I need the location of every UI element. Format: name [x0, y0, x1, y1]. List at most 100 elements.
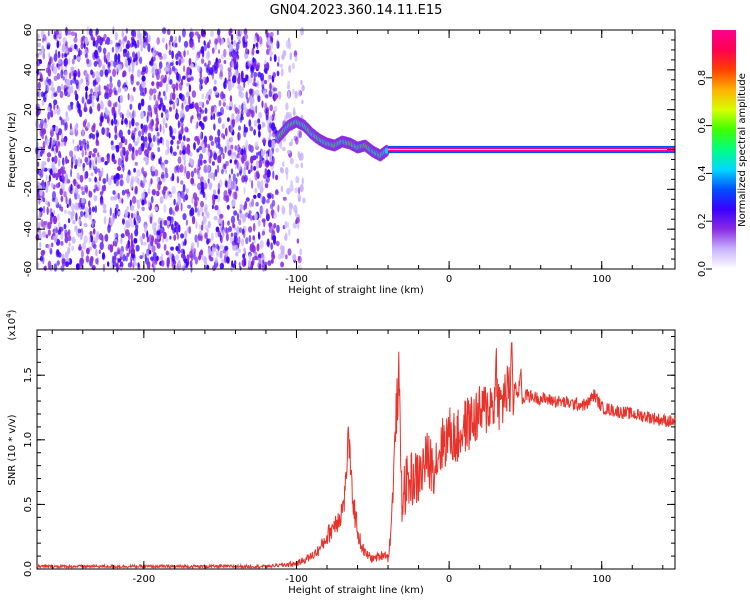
spectrogram-noise-cell: [200, 122, 205, 130]
spectrogram-noise-cell: [189, 152, 193, 157]
spectrogram-noise-cell: [94, 176, 97, 183]
spectrogram-noise-cell: [185, 219, 188, 226]
spectrogram-noise-cell: [217, 34, 221, 44]
spectrogram-noise-cell: [173, 86, 176, 94]
spectrogram-noise-cell: [177, 249, 181, 254]
spectrogram-noise-cell: [137, 214, 141, 223]
spectrogram-noise-cell: [205, 257, 208, 265]
spectrogram-noise-cell: [229, 50, 232, 57]
spectrogram-noise-cell: [188, 84, 192, 93]
spectrogram-noise-cell: [190, 242, 195, 250]
spectrogram-noise-cell: [216, 136, 220, 142]
spectrogram-noise-cell: [160, 260, 165, 267]
spectrogram-noise-cell: [135, 122, 140, 127]
spectrogram-noise-cell: [114, 125, 118, 134]
spectrogram-noise-cell: [191, 215, 196, 225]
spectrogram-noise-cell: [253, 129, 256, 136]
spectrogram-noise-cell: [237, 125, 242, 131]
spectrogram-noise-cell: [75, 122, 78, 132]
spectrogram-noise-cell: [220, 54, 224, 60]
spectrogram-noise-cell: [68, 197, 72, 207]
spectrogram-noise-cell: [246, 165, 249, 170]
y-tick-label: 1.0: [23, 432, 34, 448]
spectrogram-noise-cell: [279, 140, 283, 149]
spectrogram-noise-cell: [99, 242, 104, 250]
spectrogram-noise-cell: [230, 144, 234, 150]
spectrogram-noise-cell: [168, 49, 172, 56]
spectrogram-noise-cell: [126, 206, 129, 211]
spectrogram-noise-cell: [74, 32, 77, 39]
spectrogram-noise-cell: [128, 143, 133, 152]
spectrogram-noise-cell: [121, 30, 125, 38]
spectrogram-noise-cell: [220, 91, 225, 100]
spectrogram-noise-cell: [125, 28, 129, 34]
x-tick-label: 100: [592, 274, 611, 285]
spectrogram-noise-cell: [230, 215, 236, 224]
spectrogram-noise-cell: [94, 49, 98, 59]
spectrogram-noise-cell: [64, 177, 68, 185]
spectrogram-noise-cell: [42, 197, 46, 203]
spectrogram-noise-cell: [225, 169, 227, 174]
spectrogram-noise-cell: [167, 146, 170, 154]
spectrogram-noise-cell: [129, 43, 133, 48]
spectrogram-noise-cell: [216, 61, 220, 69]
spectrogram-noise-cell: [299, 184, 304, 193]
spectrogram-noise-cell: [199, 207, 204, 213]
spectrogram-noise-cell: [135, 244, 140, 252]
spectrogram-noise-cell: [196, 111, 199, 118]
y-tick-label: -40: [23, 221, 34, 237]
spectrogram-noise-cell: [221, 38, 224, 45]
spectrogram-noise-cell: [65, 155, 68, 165]
spectrogram-noise-cell: [53, 263, 58, 272]
spectrogram-noise-cell: [126, 174, 130, 184]
spectrogram-noise-cell: [217, 182, 221, 192]
spectrogram-noise-cell: [265, 213, 270, 222]
spectrogram-noise-cell: [181, 28, 186, 38]
spectrogram-noise-cell: [213, 152, 218, 161]
spectrogram-noise-cell: [71, 245, 75, 252]
spectrogram-noise-cell: [270, 258, 274, 264]
spectrogram-noise-cell: [83, 222, 88, 228]
spectrogram-noise-cell: [151, 68, 156, 77]
spectrogram-noise-cell: [234, 107, 239, 114]
spectrogram-noise-cell: [211, 204, 214, 210]
spectrogram-noise-cell: [90, 256, 94, 263]
spectrogram-noise-cell: [229, 159, 233, 164]
spectrogram-noise-cell: [135, 149, 139, 157]
spectrogram-noise-cell: [269, 31, 274, 38]
spectrogram-noise-cell: [248, 119, 252, 128]
colorbar-tick-label: 0.6: [697, 118, 708, 134]
spectrogram-noise-cell: [171, 50, 174, 60]
spectrogram-noise-cell: [84, 150, 87, 156]
spectrogram-noise-cell: [186, 170, 191, 180]
spectrogram-noise-cell: [236, 226, 240, 235]
spectrogram-noise-cell: [242, 36, 246, 44]
spectrogram-noise-cell: [273, 56, 277, 61]
spectrogram-noise-cell: [72, 155, 76, 165]
spectrogram-noise-cell: [277, 204, 280, 213]
spectrogram-noise-cell: [64, 70, 68, 80]
spectrogram-noise-cell: [300, 80, 303, 86]
spectrogram-noise-cell: [117, 45, 121, 53]
spectrogram-noise-cell: [270, 242, 274, 250]
spectrogram-noise-cell: [76, 56, 81, 61]
spectrogram-noise-cell: [75, 79, 79, 86]
spectrogram-noise-cell: [148, 200, 151, 208]
spectrogram-noise-cell: [50, 86, 53, 92]
spectrogram-noise-cell: [141, 75, 146, 82]
spectrogram-noise-cell: [226, 204, 230, 210]
spectrogram-noise-cell: [258, 36, 263, 45]
spectrogram-noise-cell: [131, 38, 136, 45]
spectrogram-noise-cell: [128, 248, 131, 255]
spectrogram-noise-cell: [73, 146, 78, 152]
spectrogram-noise-cell: [176, 139, 182, 145]
spectrogram-noise-cell: [184, 230, 188, 239]
spectrogram-noise-cell: [172, 228, 176, 234]
spectrogram-noise-cell: [162, 53, 167, 60]
spectrogram-noise-cell: [106, 114, 110, 124]
spectrogram-noise-cell: [236, 172, 239, 177]
spectrogram-noise-cell: [280, 261, 285, 268]
spectrogram-noise-cell: [136, 39, 140, 48]
spectrogram-noise-cell: [180, 202, 183, 212]
